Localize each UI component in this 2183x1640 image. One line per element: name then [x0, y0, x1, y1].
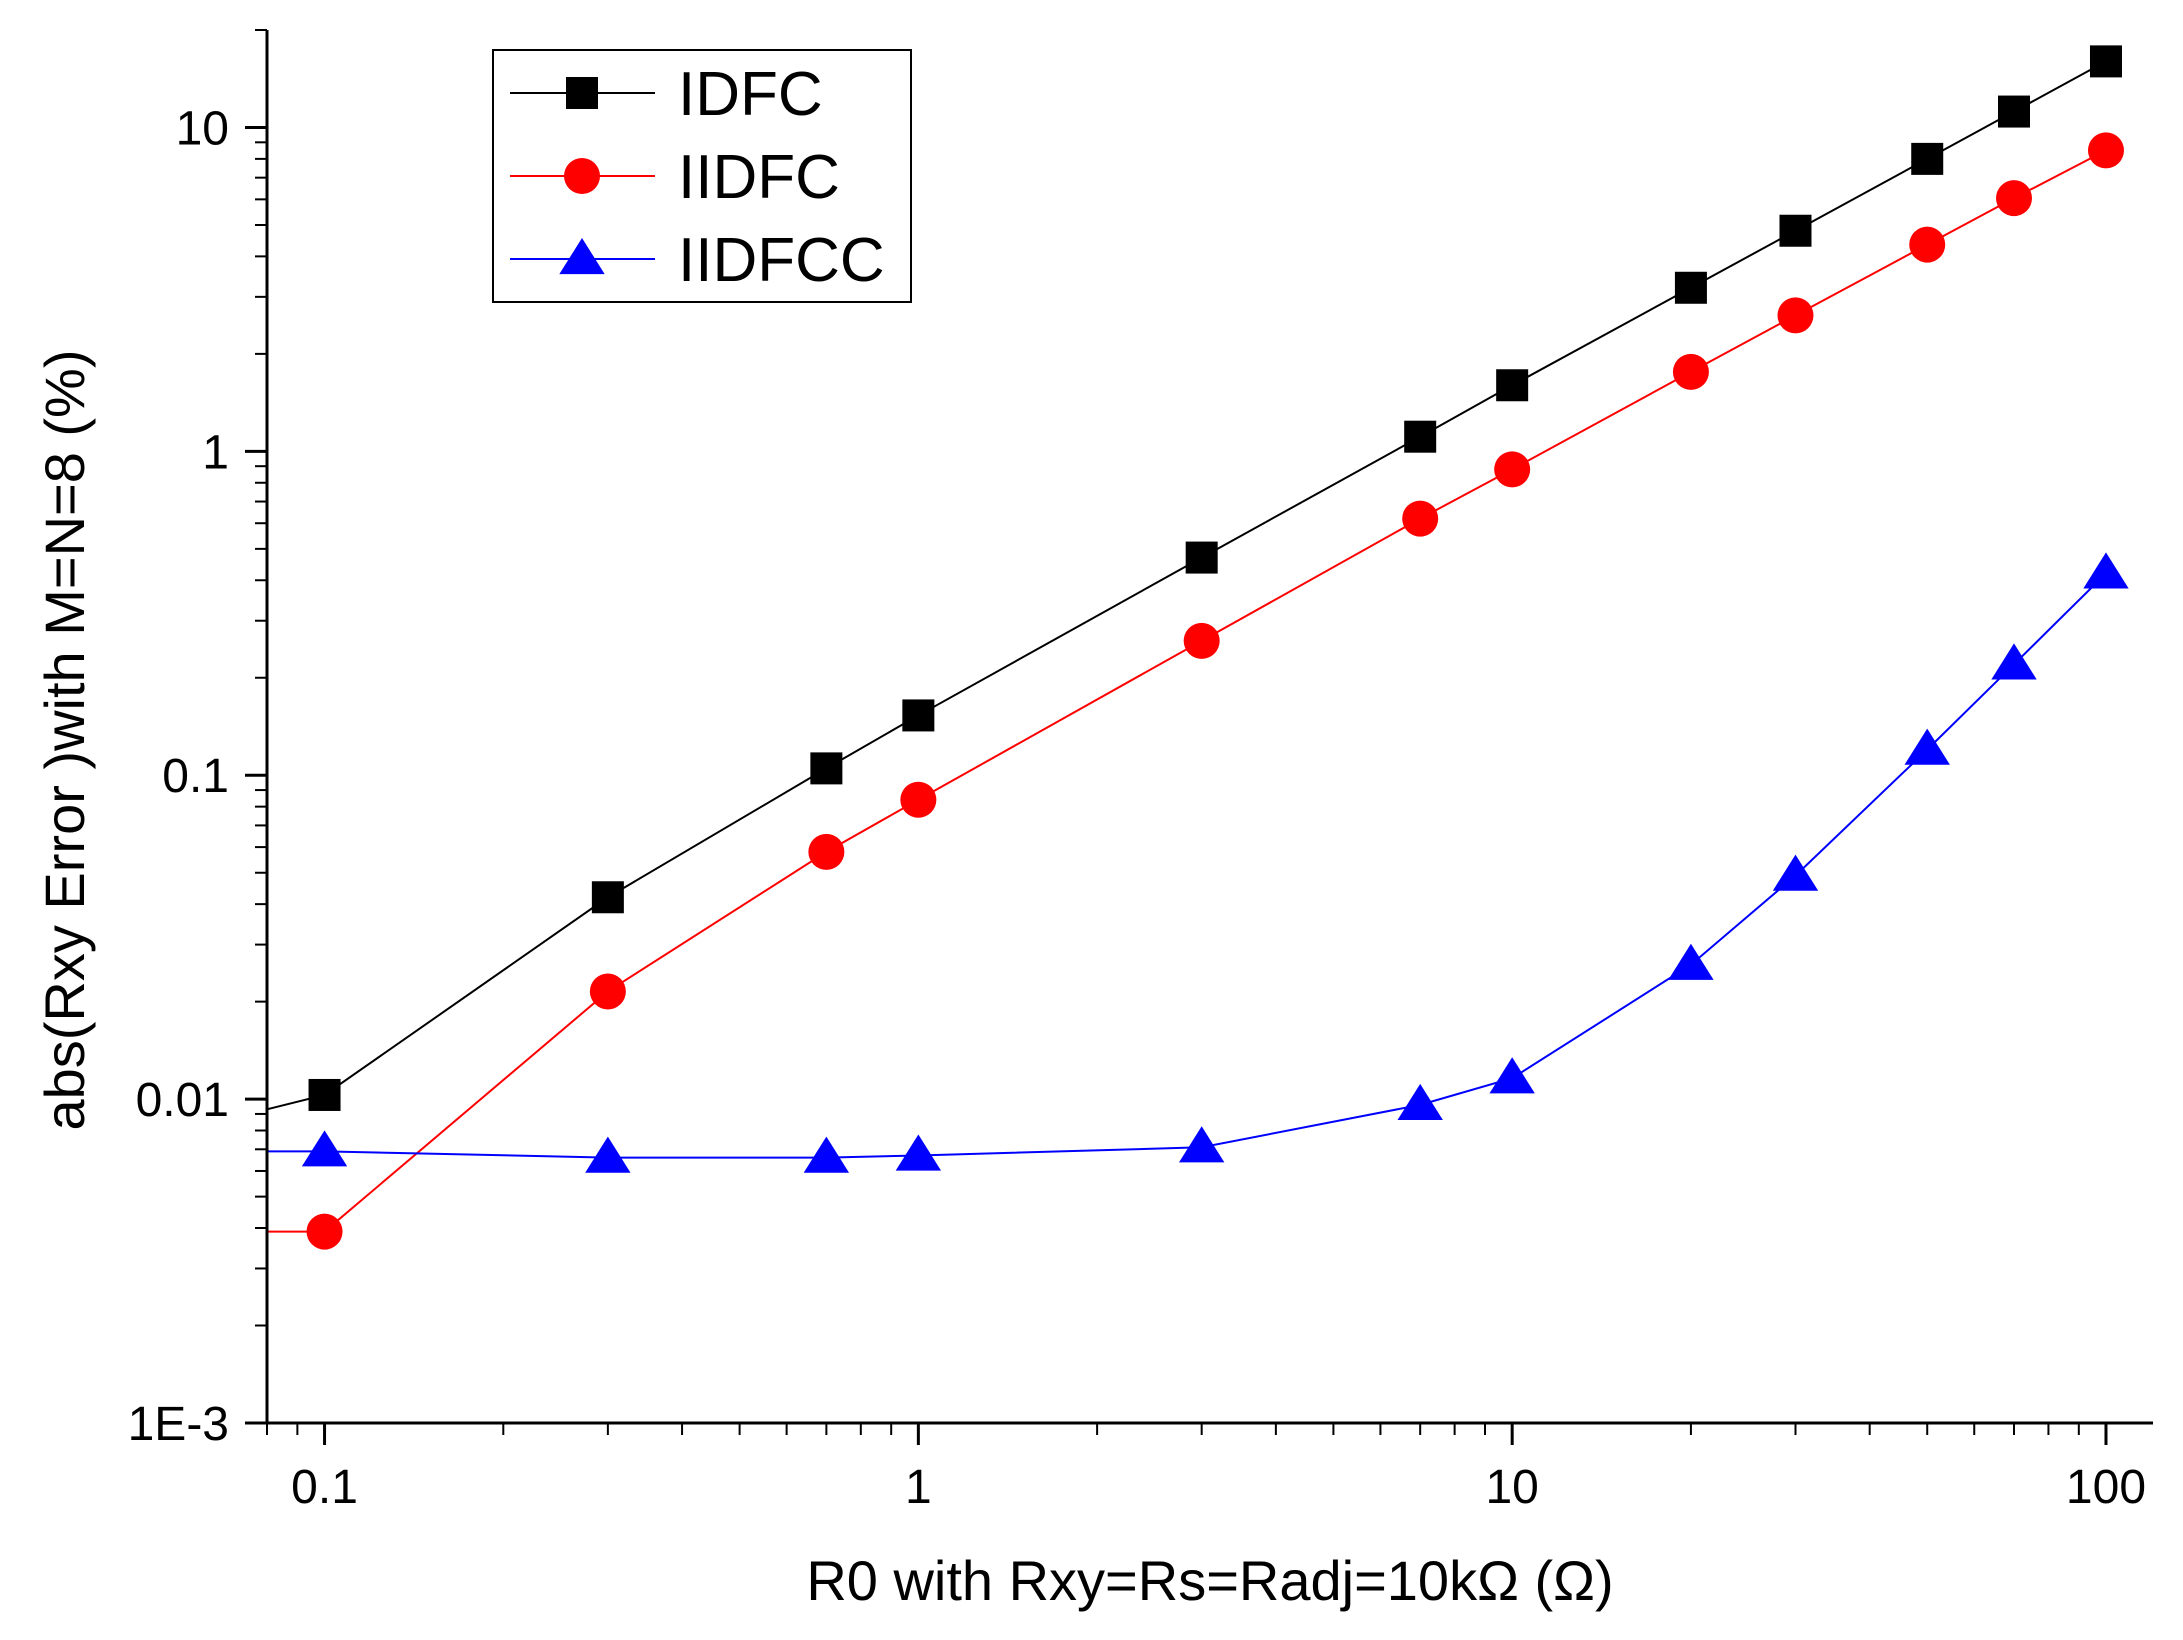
legend-label-iidfc: IIDFC — [678, 143, 840, 212]
data-point-iidfcc — [803, 1136, 850, 1173]
data-point-iidfcc — [1397, 1083, 1443, 1120]
data-point-idfc — [1404, 420, 1437, 453]
y-tick-label: 0.01 — [136, 1074, 229, 1127]
data-point-idfc — [1674, 271, 1707, 304]
plot-axes — [265, 30, 2153, 1425]
data-point-iidfc — [306, 1213, 343, 1250]
data-point-iidfcc — [1904, 728, 1950, 765]
data-point-iidfcc — [1772, 854, 1819, 891]
data-point-idfc — [810, 752, 843, 785]
tick-labels: 0.1 1 10 100 1E-3 0.01 0.1 1 10 — [128, 102, 2146, 1514]
data-point-iidfc — [1777, 297, 1814, 334]
data-point-idfc — [591, 881, 624, 914]
legend-label-iidfcc: IIDFCC — [678, 226, 885, 295]
data-point-iidfcc — [2083, 552, 2129, 589]
data-point-idfc — [1779, 214, 1812, 247]
series-line-iidfcc — [267, 572, 2107, 1159]
y-tick-label: 0.1 — [162, 750, 229, 803]
data-point-iidfc — [589, 973, 626, 1010]
x-tick-label: 10 — [1485, 1461, 1538, 1514]
y-tick-label: 1E-3 — [128, 1398, 229, 1451]
legend: IDFC IIDFC IIDFCC — [492, 49, 912, 303]
data-point-idfc — [1185, 541, 1218, 574]
data-point-iidfc — [808, 833, 845, 870]
data-point-iidfc — [1402, 500, 1439, 537]
data-point-iidfc — [2087, 132, 2124, 169]
legend-items: IDFC IIDFC IIDFCC — [510, 60, 885, 295]
x-tick-label: 1 — [905, 1461, 932, 1514]
data-point-iidfcc — [1991, 643, 2037, 680]
data-point-iidfcc — [585, 1136, 631, 1173]
legend-marker-iidfc — [564, 158, 600, 194]
data-point-iidfc — [1183, 622, 1220, 659]
legend-marker-idfc — [566, 77, 598, 109]
data-point-iidfc — [1672, 353, 1709, 390]
data-point-idfc — [902, 699, 935, 732]
axis-ticks — [245, 29, 2108, 1445]
data-point-iidfc — [900, 781, 937, 818]
x-tick-label: 100 — [2066, 1461, 2146, 1514]
data-point-idfc — [1911, 142, 1944, 175]
y-tick-label: 10 — [176, 102, 229, 155]
data-point-iidfcc — [895, 1134, 942, 1171]
data-point-idfc — [308, 1078, 341, 1111]
data-point-iidfc — [1909, 226, 1946, 263]
series-markers — [301, 45, 2129, 1250]
x-axis-title: R0 with Rxy=Rs=Radj=10kΩ (Ω) — [806, 1549, 1613, 1612]
y-tick-label: 1 — [202, 426, 229, 479]
data-point-idfc — [1496, 369, 1529, 402]
data-point-idfc — [2089, 45, 2122, 78]
data-point-iidfc — [1995, 180, 2032, 217]
series-line-iidfc — [267, 149, 2107, 1233]
data-point-idfc — [1997, 95, 2030, 128]
y-axis-title: abs(Rxy Error )with M=N=8 (%) — [33, 349, 96, 1130]
data-point-iidfcc — [1489, 1057, 1535, 1094]
legend-marker-iidfcc — [559, 238, 605, 275]
legend-label-idfc: IDFC — [678, 60, 823, 129]
data-point-iidfc — [1494, 451, 1531, 488]
data-point-iidfcc — [1178, 1126, 1225, 1163]
x-tick-label: 0.1 — [291, 1461, 358, 1514]
data-point-iidfcc — [1668, 943, 1714, 980]
data-point-iidfcc — [301, 1130, 348, 1167]
